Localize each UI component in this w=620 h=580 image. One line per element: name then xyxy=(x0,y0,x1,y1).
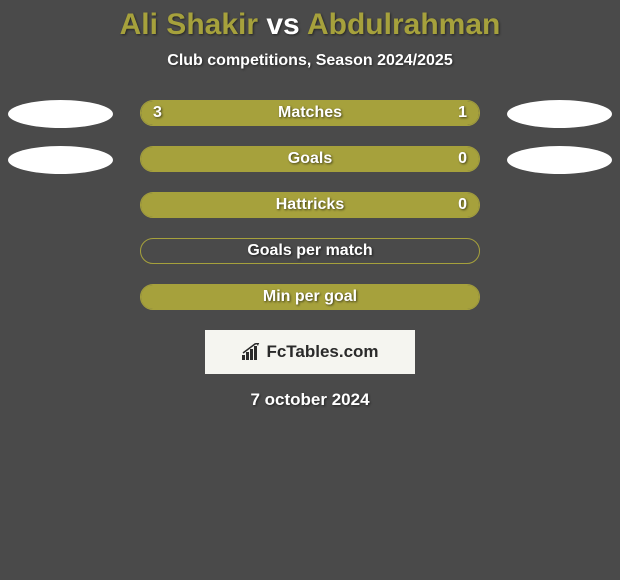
stat-label: Matches xyxy=(141,101,479,125)
stats-area: Matches31Goals0Hattricks0Goals per match… xyxy=(0,100,620,312)
stat-value-right: 0 xyxy=(458,193,467,217)
bar-track: Hattricks0 xyxy=(140,192,480,218)
stat-value-left: 3 xyxy=(153,101,162,125)
stat-row: Hattricks0 xyxy=(0,192,620,220)
subtitle: Club competitions, Season 2024/2025 xyxy=(0,52,620,70)
stat-row: Goals0 xyxy=(0,146,620,174)
stat-row: Min per goal xyxy=(0,284,620,312)
comparison-title: Ali Shakir vs Abdulrahman xyxy=(0,0,620,42)
logo-box: FcTables.com xyxy=(205,330,415,374)
bar-track: Matches3 1 xyxy=(140,100,480,126)
stat-label: Goals per match xyxy=(141,239,479,263)
left-oval xyxy=(8,146,113,174)
logo-label: FcTables.com xyxy=(266,342,378,362)
chart-icon xyxy=(241,343,263,361)
bar-track: Goals0 xyxy=(140,146,480,172)
stat-label: Hattricks xyxy=(141,193,479,217)
left-oval xyxy=(8,100,113,128)
right-oval xyxy=(507,146,612,174)
vs-text: vs xyxy=(266,8,299,41)
stat-row: Goals per match xyxy=(0,238,620,266)
player2-name: Abdulrahman xyxy=(307,8,500,41)
stat-row: Matches3 1 xyxy=(0,100,620,128)
stat-label: Goals xyxy=(141,147,479,171)
stat-value-right: 0 xyxy=(458,147,467,171)
logo-text: FcTables.com xyxy=(241,342,378,362)
date-text: 7 october 2024 xyxy=(0,390,620,410)
bar-track: Goals per match xyxy=(140,238,480,264)
player1-name: Ali Shakir xyxy=(120,8,258,41)
bar-track: Min per goal xyxy=(140,284,480,310)
right-oval xyxy=(507,100,612,128)
stat-value-right: 1 xyxy=(458,101,467,125)
stat-label: Min per goal xyxy=(141,285,479,309)
